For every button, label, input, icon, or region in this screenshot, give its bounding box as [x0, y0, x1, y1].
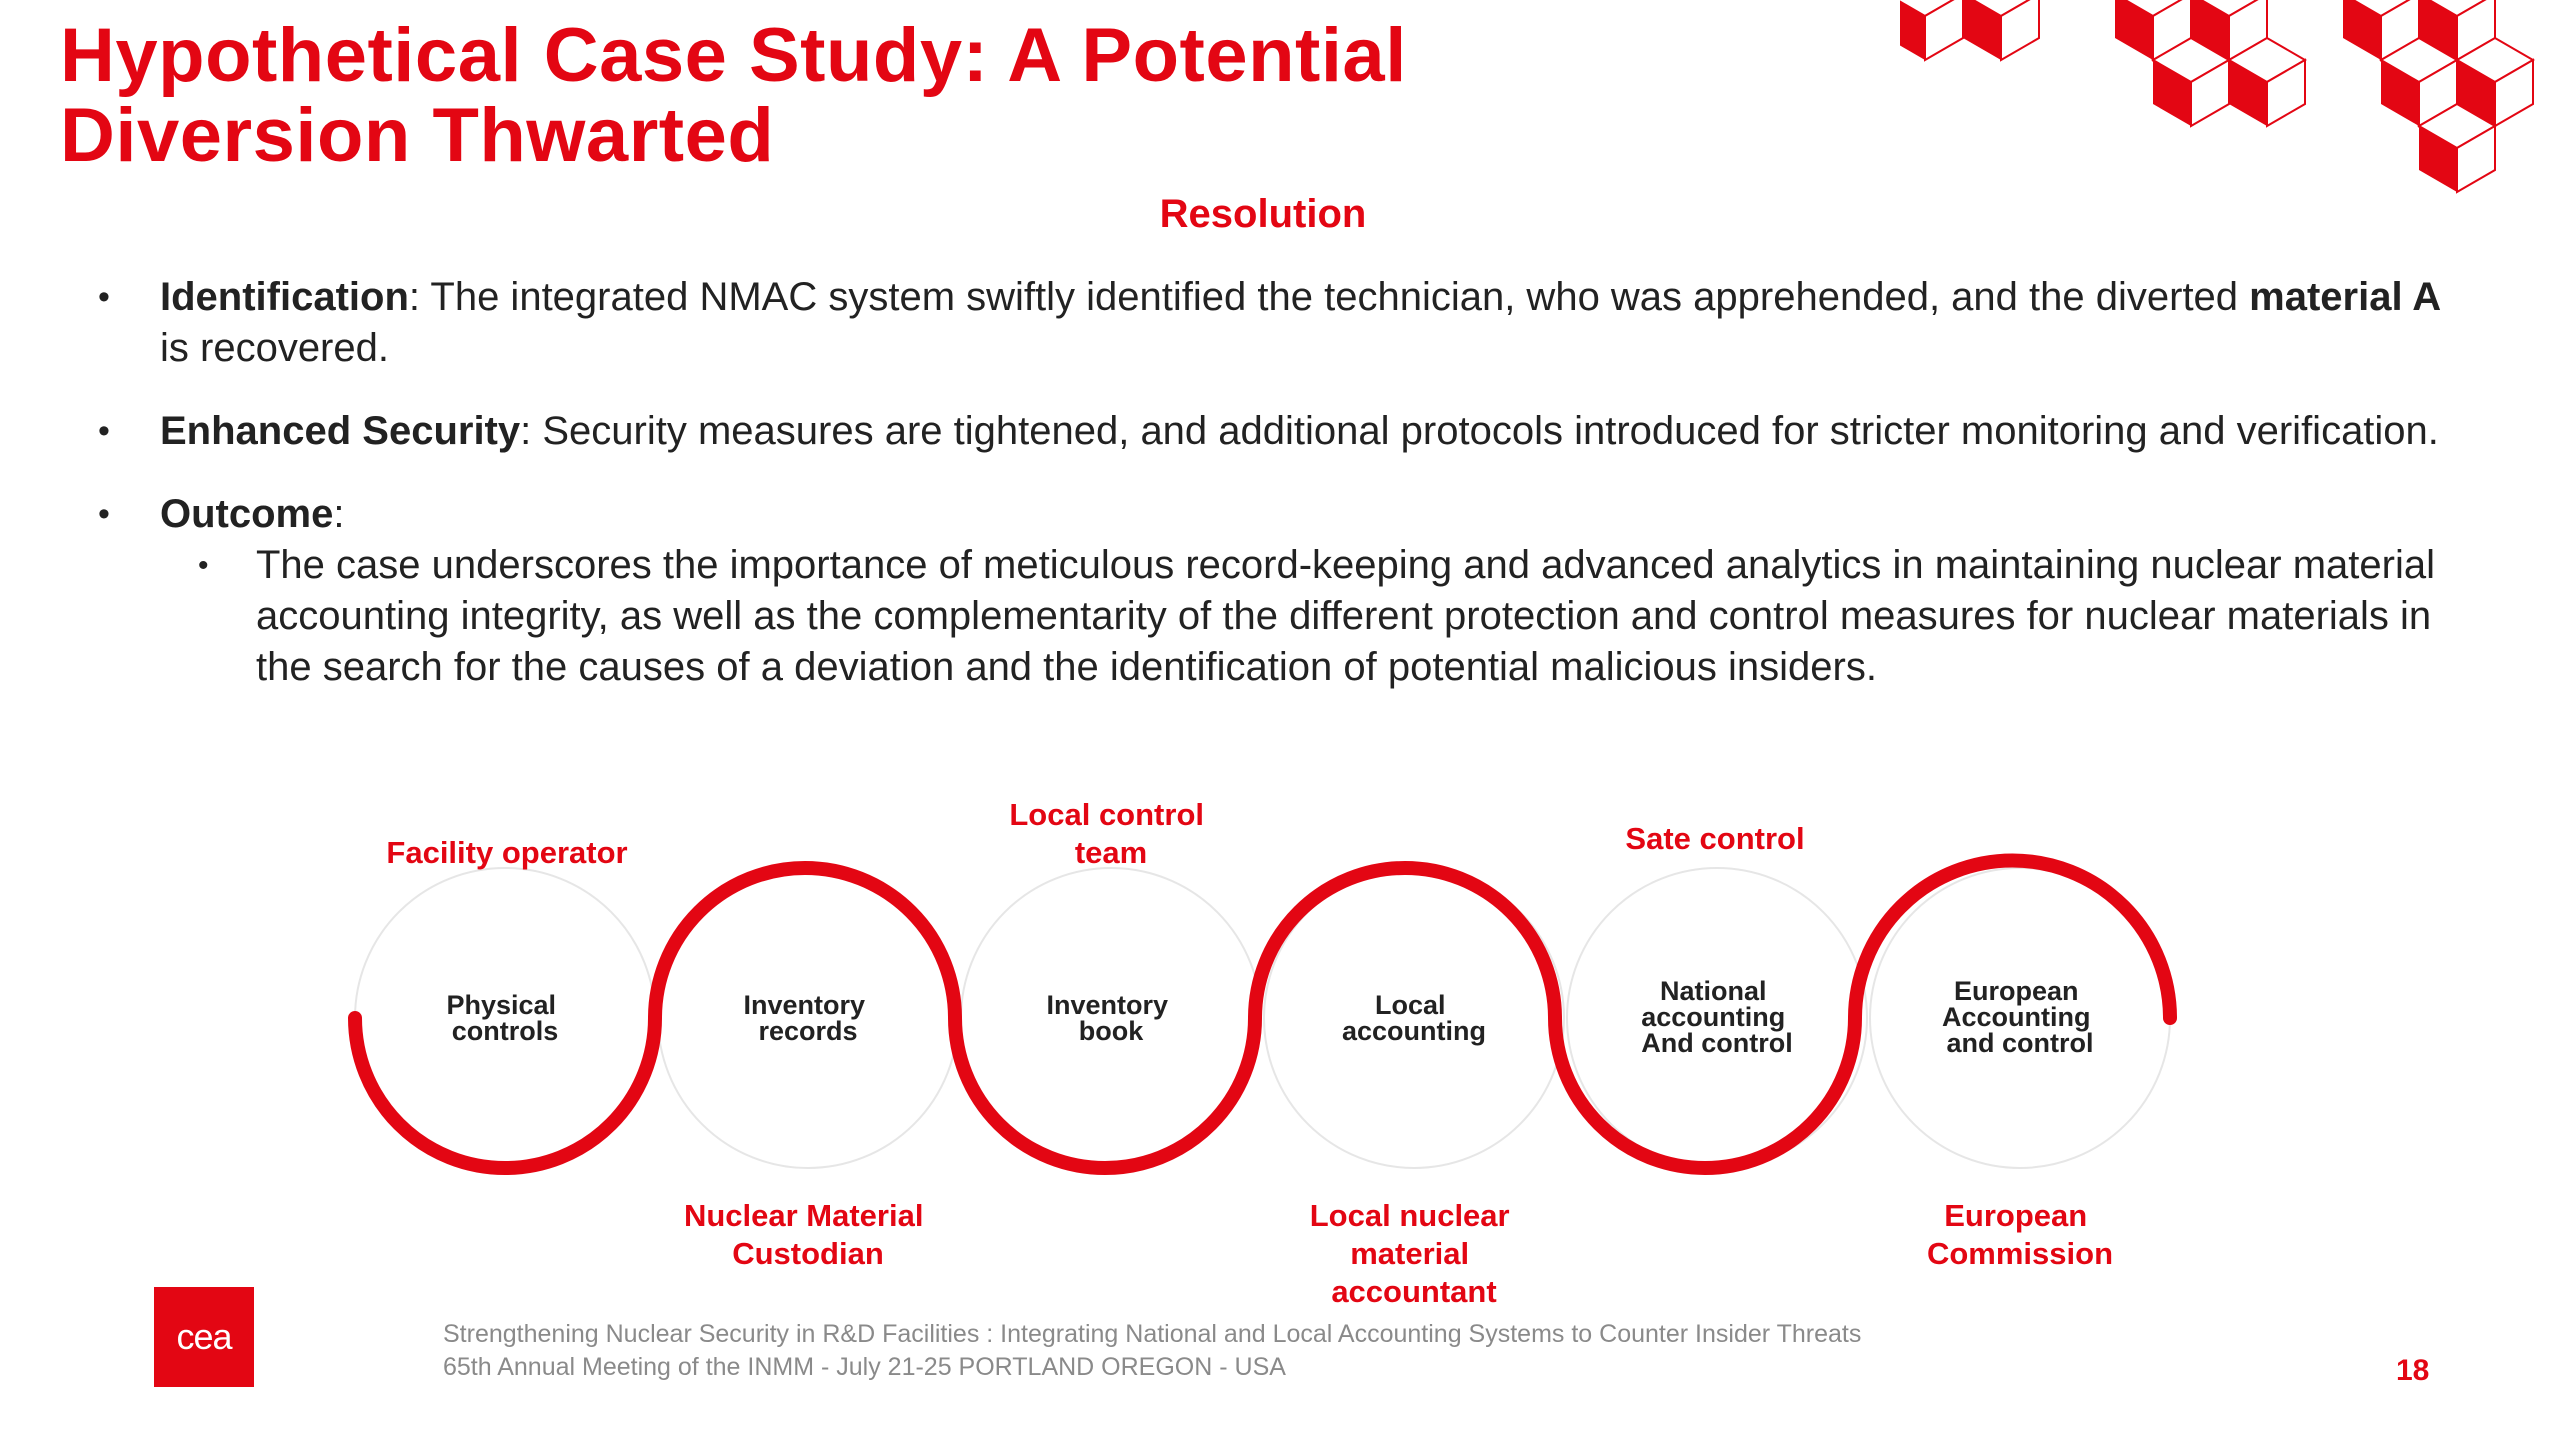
bullet-text: : The integrated NMAC system swiftly ide…: [408, 275, 2250, 319]
cube-group-right: [2114, 0, 2534, 193]
cea-logo-text: cea: [176, 1316, 232, 1357]
footer-line-1: Strengthening Nuclear Security in R&D Fa…: [443, 1320, 1862, 1348]
bullet-text: :: [333, 492, 345, 536]
node-label-european-accounting: European Accounting and control: [1942, 976, 2098, 1058]
sub-bullet-outcome-detail: The case underscores the importance of m…: [198, 540, 2460, 693]
bullet-emphasis: material A: [2249, 275, 2442, 319]
node-label-national-accounting: National accounting And control: [1641, 976, 1793, 1058]
role-label-local-nuclear-material-accountant: Local nuclear material accountant: [1310, 1198, 1518, 1309]
cube-pattern-decoration: [1900, 0, 2534, 193]
role-label-facility-operator: Facility operator: [386, 835, 627, 870]
role-label-state-control: Sate control: [1625, 821, 1804, 856]
bullet-label: Outcome: [160, 492, 334, 536]
serpentine-wave: [348, 853, 2177, 1175]
bullet-label: Enhanced Security: [160, 409, 521, 453]
control-chain-diagram: Physical controls Inventory records Inve…: [348, 797, 2177, 1309]
bullet-text: is recovered.: [160, 326, 389, 370]
slide-title: Hypothetical Case Study: A Potential Div…: [60, 16, 1700, 176]
bullet-text: : Security measures are tightened, and a…: [520, 409, 2439, 453]
bullet-outcome: Outcome: The case underscores the import…: [98, 489, 2460, 693]
role-label-european-commission: European Commission: [1927, 1198, 2113, 1271]
bullet-identification: Identification: The integrated NMAC syst…: [98, 272, 2460, 374]
cube-group-left: [1900, 0, 2040, 61]
sub-bullet-list: The case underscores the importance of m…: [160, 540, 2460, 693]
bullet-list: Identification: The integrated NMAC syst…: [98, 272, 2460, 725]
footer-line-2: 65th Annual Meeting of the INMM - July 2…: [443, 1353, 1286, 1381]
cea-logo: cea: [154, 1287, 254, 1387]
section-heading: Resolution: [1159, 192, 1367, 236]
role-label-local-control-team: Local control team: [1009, 797, 1212, 870]
page-number: 18: [2396, 1354, 2430, 1387]
node-label-inventory-records: Inventory records: [743, 990, 872, 1046]
slide-title-line-2: Diversion Thwarted: [60, 93, 775, 178]
footer-text: Strengthening Nuclear Security in R&D Fa…: [443, 1318, 1861, 1384]
bullet-enhanced-security: Enhanced Security: Security measures are…: [98, 406, 2460, 457]
role-label-nuclear-material-custodian: Nuclear Material Custodian: [684, 1198, 932, 1271]
bullet-label: Identification: [160, 275, 409, 319]
node-label-inventory-book: Inventory book: [1046, 990, 1175, 1046]
slide-title-line-1: Hypothetical Case Study: A Potential: [60, 13, 1407, 98]
node-label-local-accounting: Local accounting: [1342, 990, 1486, 1046]
node-label-physical-controls: Physical controls: [446, 990, 563, 1046]
